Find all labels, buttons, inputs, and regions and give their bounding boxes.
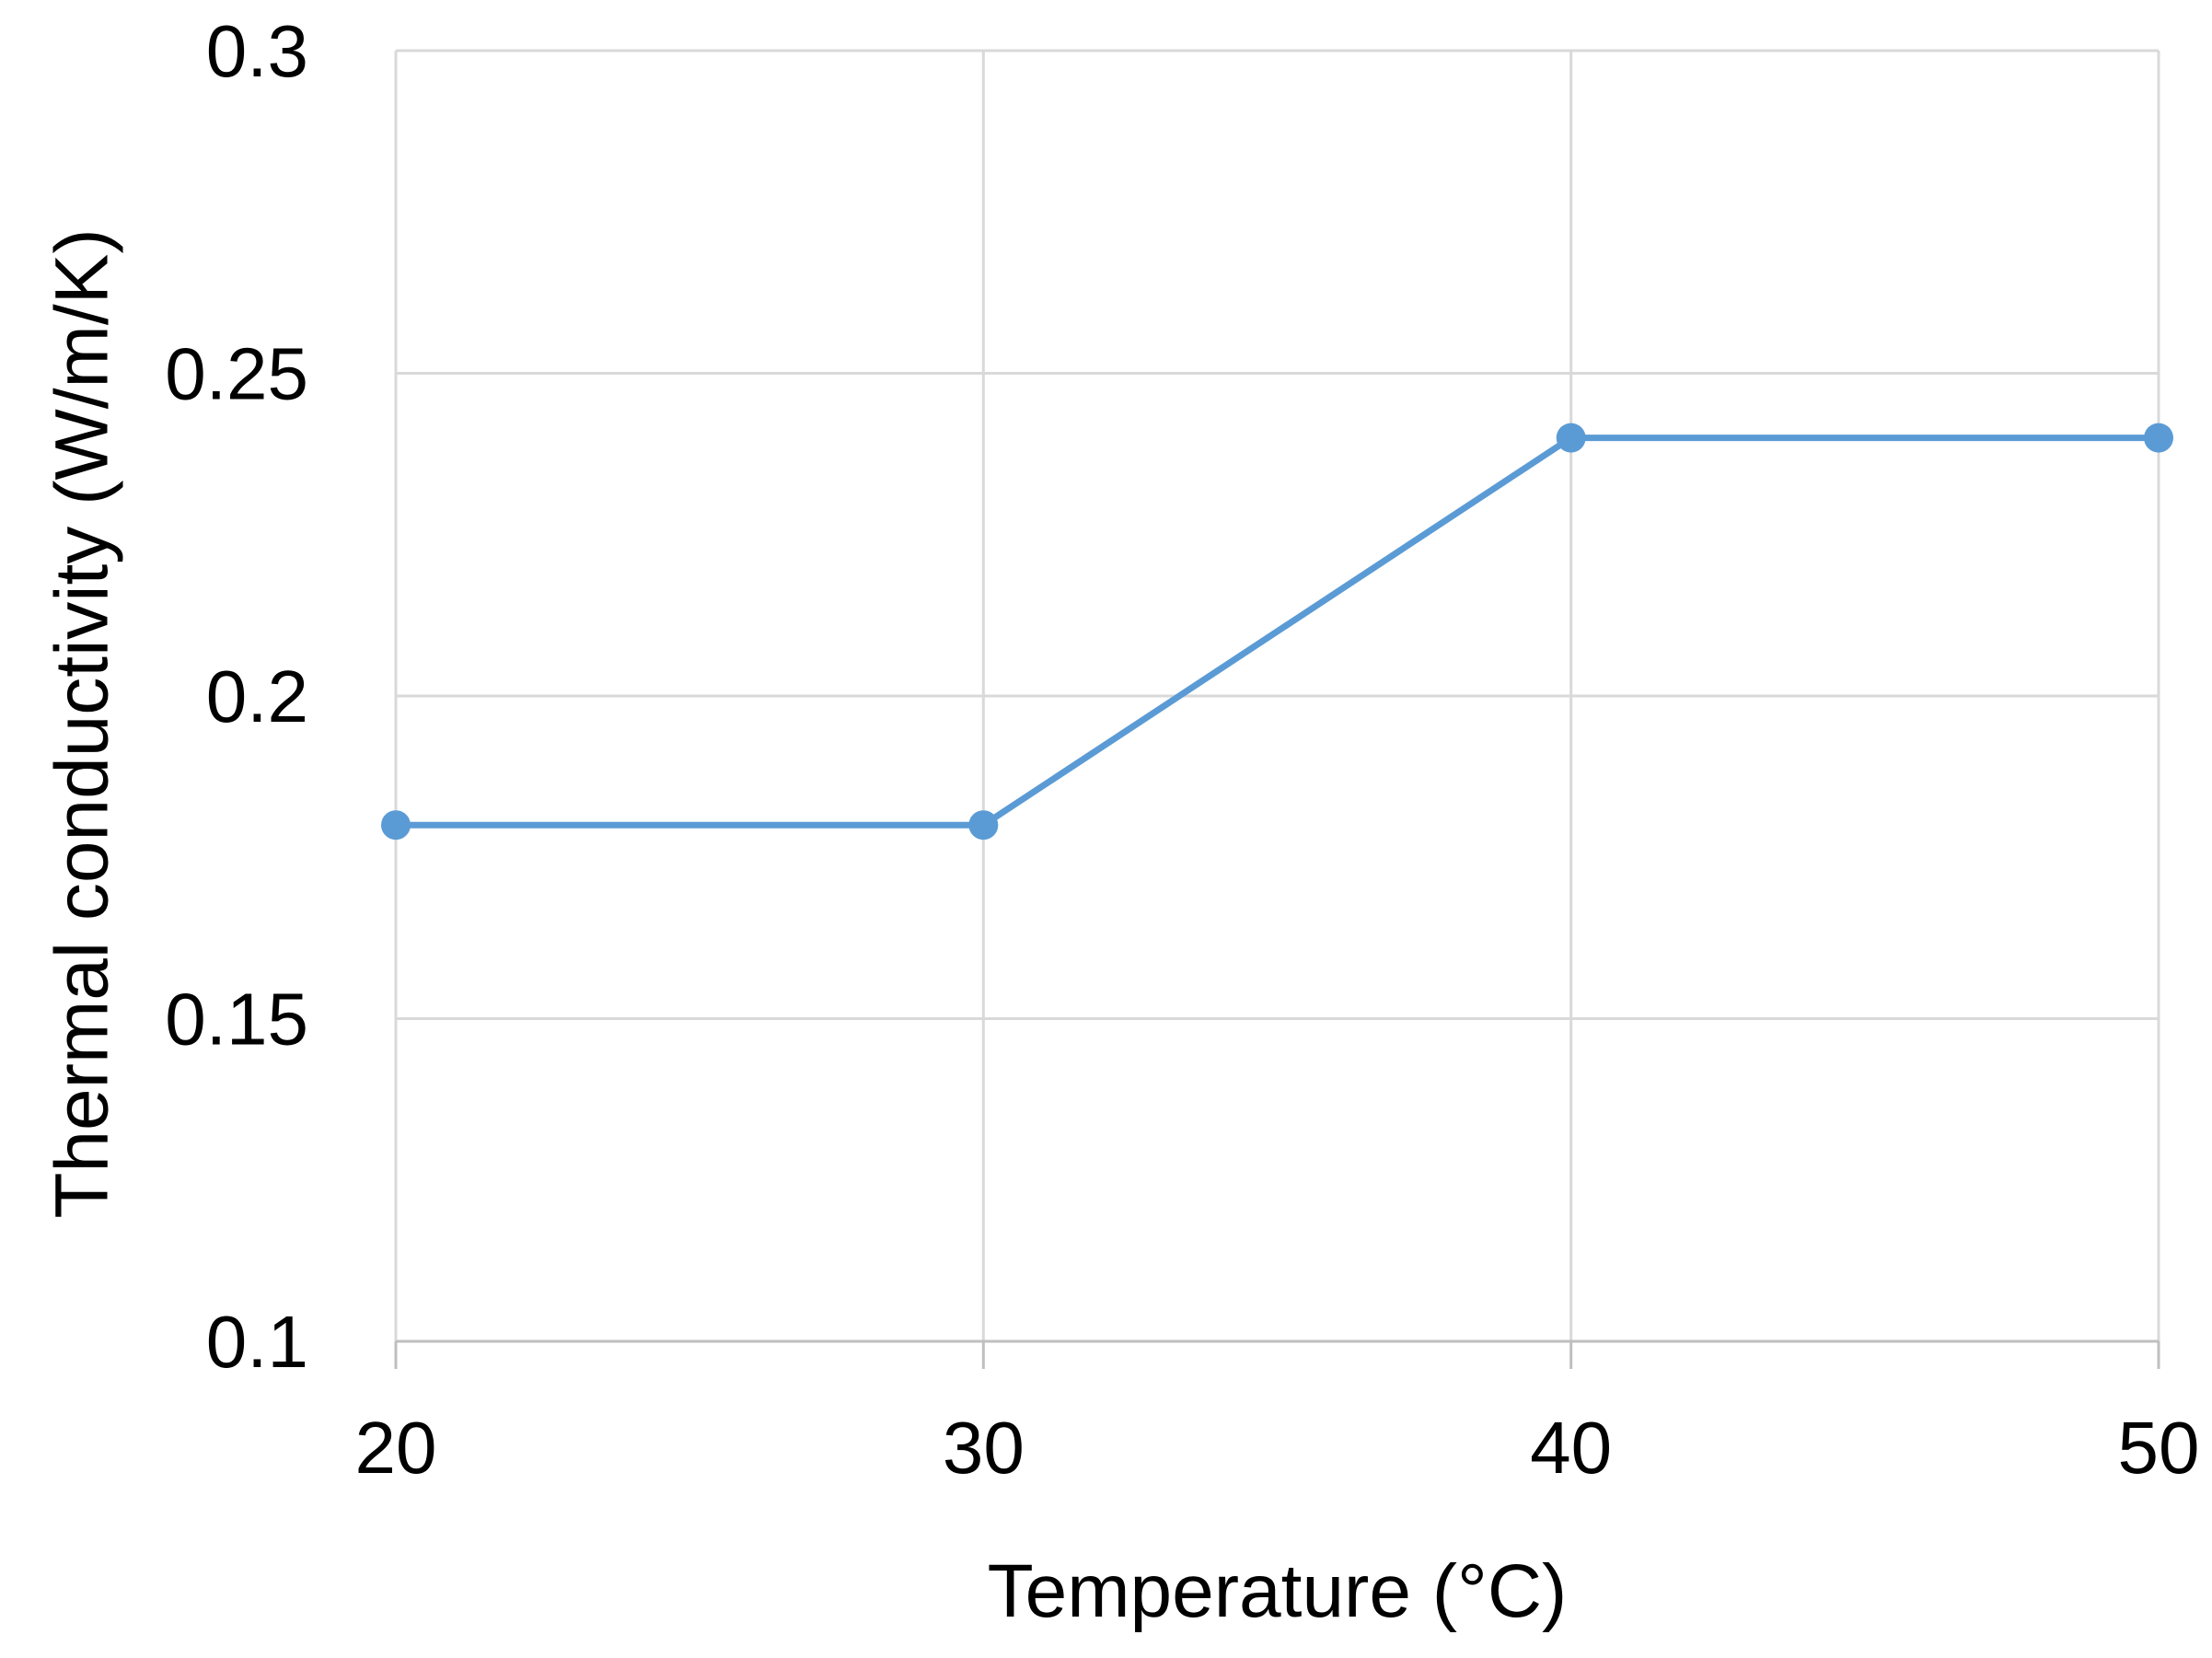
grid	[394, 49, 2160, 1341]
y-tick-label: 0.2	[206, 655, 308, 737]
data-point	[968, 810, 999, 841]
y-tick-label: 0.3	[206, 10, 308, 92]
data-point	[1556, 423, 1586, 453]
x-tick-label: 30	[943, 1407, 1025, 1489]
x-tick-label: 40	[1530, 1407, 1612, 1489]
axes	[394, 1339, 2160, 1369]
y-axis-title: Thermal conductivity (W/m/K)	[41, 228, 124, 1218]
data-point	[2144, 423, 2173, 453]
x-axis-title: Temperature (°C)	[988, 1549, 1568, 1633]
y-tick-label: 0.1	[206, 1301, 308, 1383]
series	[381, 423, 2173, 841]
tick-labels: 0.1 0.15 0.2 0.25 0.3 20 30 40 50	[165, 10, 2199, 1489]
y-tick-label: 0.25	[165, 333, 308, 415]
y-tick-label: 0.15	[165, 979, 308, 1061]
series-line	[392, 435, 2162, 829]
x-tick-label: 50	[2118, 1407, 2200, 1489]
data-point	[381, 810, 411, 841]
x-tick-label: 20	[355, 1407, 437, 1489]
